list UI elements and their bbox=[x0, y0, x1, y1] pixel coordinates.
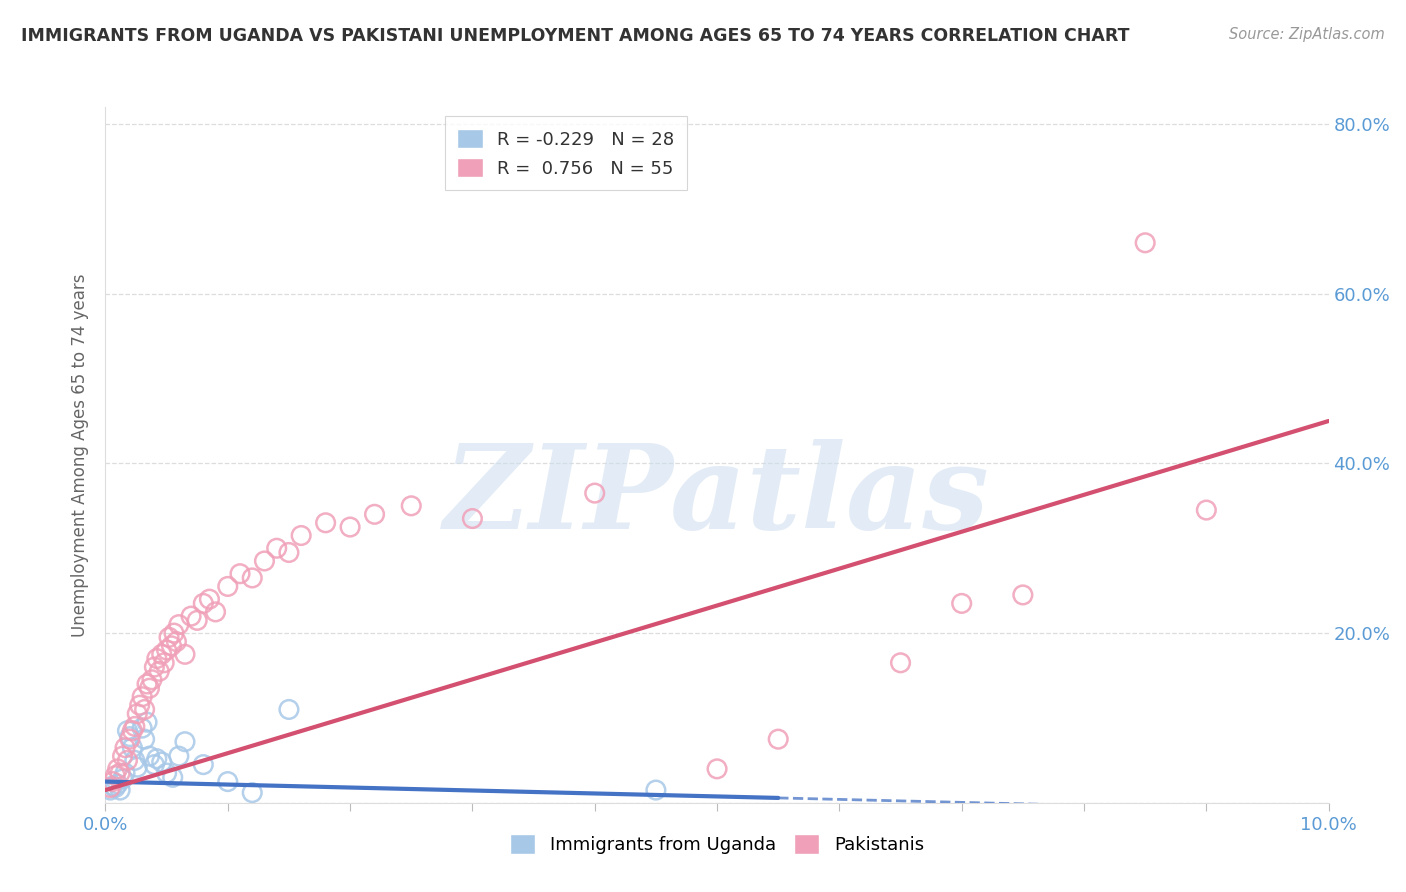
Point bbox=[128, 698, 150, 713]
Point bbox=[1133, 235, 1156, 250]
Point bbox=[104, 780, 127, 795]
Point bbox=[155, 643, 177, 657]
Point bbox=[118, 730, 141, 744]
Point bbox=[98, 780, 121, 795]
Point bbox=[290, 528, 312, 542]
Point bbox=[114, 766, 136, 780]
Point bbox=[150, 755, 173, 769]
Point bbox=[461, 511, 484, 525]
Point bbox=[890, 656, 912, 670]
Point bbox=[193, 757, 215, 772]
Point bbox=[118, 732, 141, 747]
Point bbox=[127, 706, 149, 721]
Point bbox=[180, 609, 202, 624]
Text: Source: ZipAtlas.com: Source: ZipAtlas.com bbox=[1229, 27, 1385, 42]
Point bbox=[143, 757, 166, 772]
Point bbox=[111, 772, 134, 786]
Point bbox=[101, 779, 124, 793]
Point bbox=[150, 648, 173, 662]
Point bbox=[1012, 588, 1035, 602]
Point bbox=[111, 749, 134, 764]
Point bbox=[768, 732, 790, 747]
Point bbox=[163, 626, 186, 640]
Point bbox=[98, 783, 121, 797]
Point bbox=[160, 639, 183, 653]
Point bbox=[315, 516, 337, 530]
Point bbox=[174, 648, 197, 662]
Point bbox=[136, 715, 159, 730]
Point bbox=[107, 777, 129, 791]
Point bbox=[108, 783, 131, 797]
Point bbox=[583, 486, 606, 500]
Point bbox=[148, 665, 170, 679]
Point bbox=[117, 753, 139, 767]
Point bbox=[124, 753, 146, 767]
Point bbox=[155, 766, 177, 780]
Point bbox=[104, 769, 127, 783]
Point bbox=[706, 762, 728, 776]
Point bbox=[266, 541, 288, 556]
Point bbox=[644, 783, 668, 797]
Point bbox=[153, 656, 176, 670]
Point bbox=[253, 554, 276, 568]
Point bbox=[363, 508, 385, 522]
Point bbox=[162, 770, 184, 784]
Point bbox=[339, 520, 361, 534]
Point bbox=[143, 660, 166, 674]
Point bbox=[146, 651, 169, 665]
Point bbox=[167, 617, 190, 632]
Point bbox=[950, 596, 973, 610]
Point bbox=[114, 740, 136, 755]
Point bbox=[146, 752, 169, 766]
Point bbox=[240, 786, 263, 800]
Point bbox=[217, 579, 239, 593]
Point bbox=[399, 499, 422, 513]
Point bbox=[138, 681, 160, 696]
Point bbox=[278, 545, 301, 559]
Point bbox=[167, 749, 190, 764]
Y-axis label: Unemployment Among Ages 65 to 74 years: Unemployment Among Ages 65 to 74 years bbox=[70, 273, 89, 637]
Point bbox=[131, 721, 153, 735]
Point bbox=[193, 596, 215, 610]
Legend: Immigrants from Uganda, Pakistanis: Immigrants from Uganda, Pakistanis bbox=[501, 825, 934, 863]
Point bbox=[1195, 503, 1218, 517]
Point bbox=[127, 760, 149, 774]
Point bbox=[101, 774, 124, 789]
Point bbox=[204, 605, 226, 619]
Point bbox=[174, 735, 197, 749]
Point bbox=[141, 673, 163, 687]
Point bbox=[217, 774, 239, 789]
Point bbox=[198, 592, 221, 607]
Point bbox=[138, 749, 160, 764]
Point bbox=[107, 762, 129, 776]
Point bbox=[108, 766, 131, 780]
Text: IMMIGRANTS FROM UGANDA VS PAKISTANI UNEMPLOYMENT AMONG AGES 65 TO 74 YEARS CORRE: IMMIGRANTS FROM UGANDA VS PAKISTANI UNEM… bbox=[21, 27, 1129, 45]
Point bbox=[229, 566, 252, 581]
Point bbox=[134, 732, 156, 747]
Point bbox=[124, 719, 146, 733]
Point bbox=[121, 740, 143, 755]
Point bbox=[240, 571, 263, 585]
Point bbox=[134, 702, 156, 716]
Point bbox=[131, 690, 153, 704]
Point bbox=[157, 631, 180, 645]
Point bbox=[165, 634, 187, 648]
Text: ZIPatlas: ZIPatlas bbox=[444, 439, 990, 554]
Point bbox=[136, 677, 159, 691]
Point bbox=[278, 702, 301, 716]
Point bbox=[121, 723, 143, 738]
Point bbox=[117, 723, 139, 738]
Point bbox=[186, 613, 208, 627]
